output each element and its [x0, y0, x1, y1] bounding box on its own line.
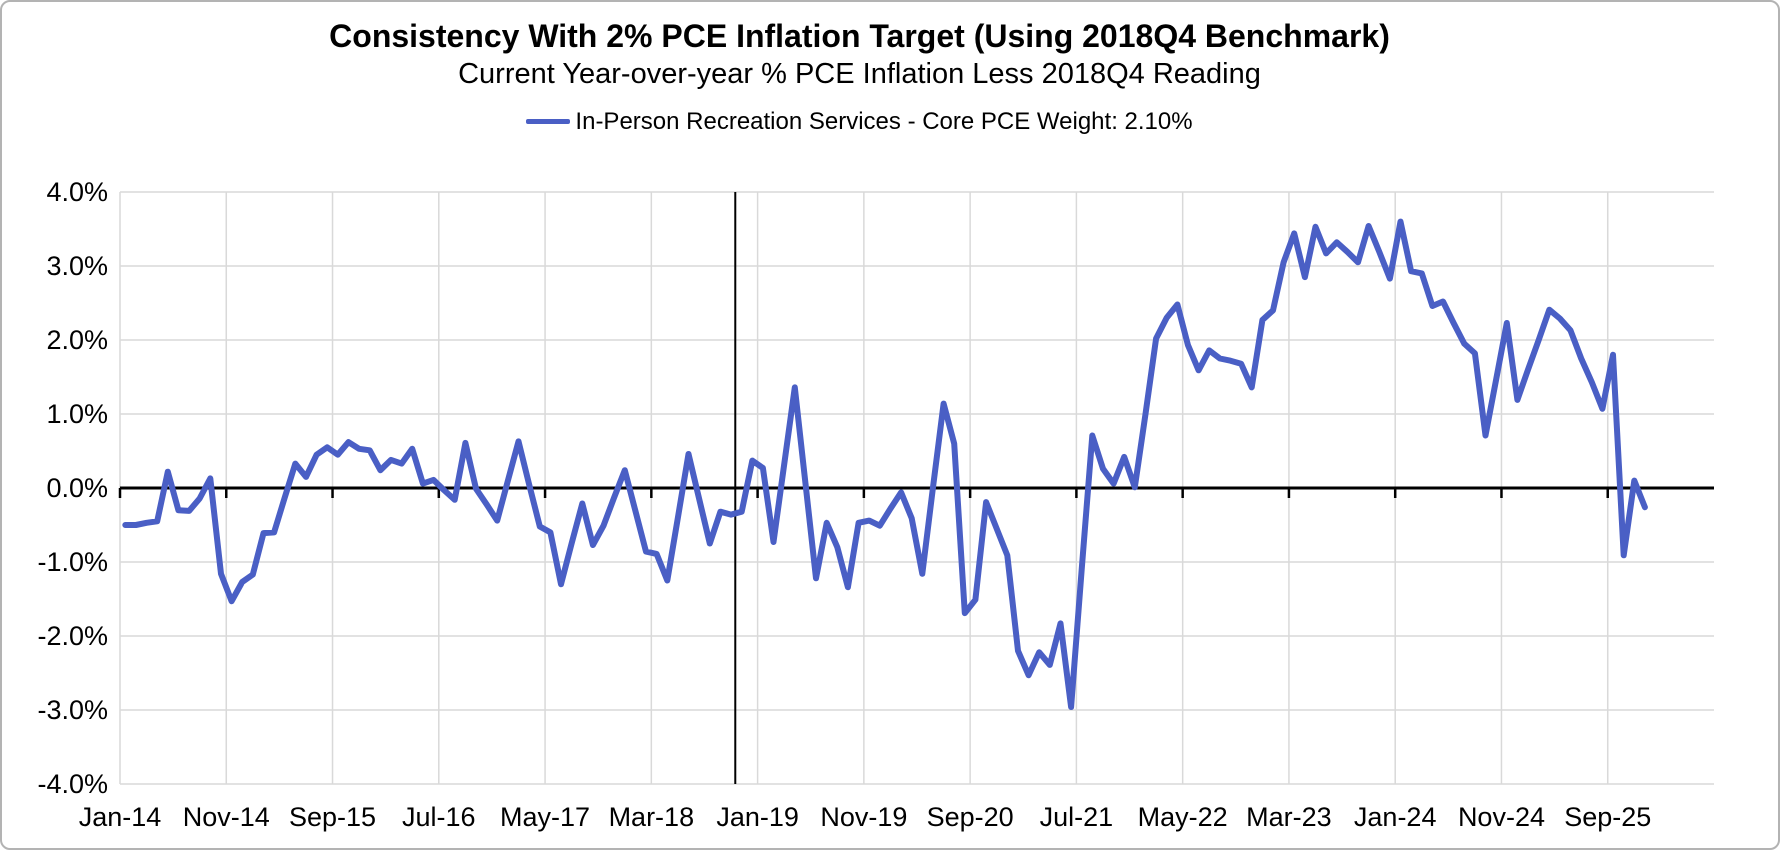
y-axis-label: 4.0%	[46, 177, 108, 207]
y-axis-label: -4.0%	[37, 769, 108, 799]
x-axis-label: Mar-23	[1246, 802, 1332, 832]
x-axis-label: Sep-20	[927, 802, 1014, 832]
series-line	[122, 218, 1648, 710]
x-axis-labels: Jan-14 Nov-14 Sep-15 Jul-16 May-17 Mar-18 Jan-…	[79, 802, 1652, 832]
x-axis-label: Jan-19	[716, 802, 799, 832]
x-axis-label: Jan-24	[1354, 802, 1437, 832]
x-axis-label: Nov-24	[1458, 802, 1545, 832]
x-axis-label: Jul-16	[402, 802, 476, 832]
x-axis-label: Sep-15	[289, 802, 376, 832]
y-axis-label: 0.0%	[46, 473, 108, 503]
x-axis-label: Jul-21	[1040, 802, 1114, 832]
x-axis-label: Nov-14	[183, 802, 270, 832]
y-axis-label: -3.0%	[37, 695, 108, 725]
y-axis-label: 2.0%	[46, 325, 108, 355]
y-axis-label: -1.0%	[37, 547, 108, 577]
x-axis-label: May-17	[500, 802, 590, 832]
y-axis-label: 3.0%	[46, 251, 108, 281]
x-axis-label: Sep-25	[1564, 802, 1651, 832]
zero-axis-ticks	[118, 488, 1609, 498]
x-axis-label: May-22	[1138, 802, 1228, 832]
y-axis-labels: 4.0% 3.0% 2.0% 1.0% 0.0% -1.0% -2.0% -3.0% -4.0%	[37, 177, 108, 799]
x-axis-label: Nov-19	[820, 802, 907, 832]
y-axis-label: 1.0%	[46, 399, 108, 429]
x-axis-label: Jan-14	[79, 802, 162, 832]
y-axis-label: -2.0%	[37, 621, 108, 651]
x-axis-label: Mar-18	[609, 802, 695, 832]
